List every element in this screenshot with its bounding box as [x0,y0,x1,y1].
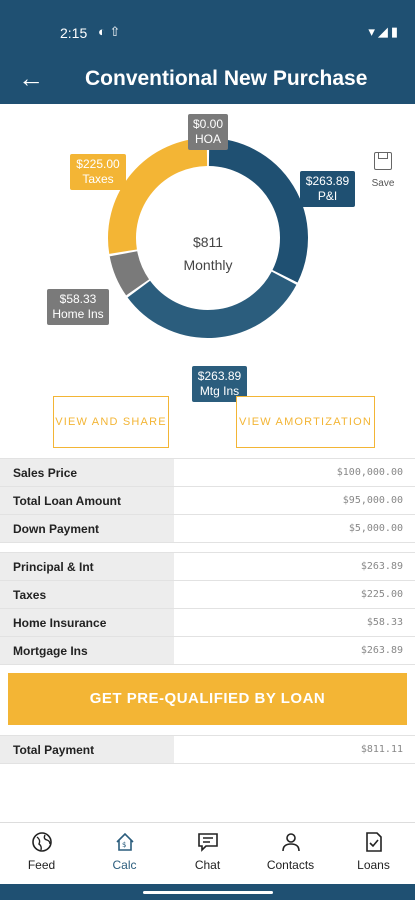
bottom-nav: Feed $ Calc Chat Contacts Loans [0,822,415,884]
nav-label: Chat [194,858,221,872]
row-value: $95,000.00 [342,495,403,506]
taxes-tag: $225.00 Taxes [70,154,126,190]
loan-summary-table: Sales Price $100,000.00 Total Loan Amoun… [0,458,415,543]
donut-slice-taxes[interactable] [108,138,208,254]
nav-contacts[interactable]: Contacts [249,823,332,885]
svg-text:$: $ [122,841,126,849]
table-row: Principal & Int $263.89 [0,553,415,581]
chart-center-label: Monthly [183,257,233,273]
pi-tag: $263.89 P&I [300,171,355,207]
row-label: Total Loan Amount [0,487,174,514]
payment-breakdown-table: Principal & Int $263.89 Taxes $225.00 Ho… [0,552,415,665]
status-time: 2:15 [60,25,88,41]
home-ins-tag: $58.33 Home Ins [47,289,109,325]
payment-breakdown-chart: $811 Monthly $0.00 HOA $263.89 P&I $225.… [0,104,415,456]
taxes-tag-name: Taxes [82,172,114,186]
donut-chart [108,138,308,338]
save-icon [374,152,392,170]
status-system-icons: ▾◢▮ [368,24,401,39]
chart-center-value: $811 [192,234,224,250]
nav-calc[interactable]: $ Calc [83,823,166,885]
total-payment-table: Total Payment $811.11 [0,735,415,764]
row-value: $811.11 [360,744,403,755]
nav-loans[interactable]: Loans [332,823,415,885]
nav-label: Loans [357,858,390,872]
row-label: Down Payment [0,515,174,542]
table-row: Down Payment $5,000.00 [0,515,415,543]
save-button[interactable]: Save [367,152,399,191]
mtg-ins-tag-value: $263.89 [197,369,242,383]
donut-slice-mtg-ins[interactable] [127,271,297,338]
table-row: Total Payment $811.11 [0,736,415,764]
save-label: Save [371,178,395,189]
get-pre-qualified-button[interactable]: GET PRE-QUALIFIED BY LOAN [8,673,407,725]
taxes-tag-value: $225.00 [76,157,120,171]
table-row: Total Loan Amount $95,000.00 [0,487,415,515]
row-label: Principal & Int [0,553,174,580]
table-row: Mortgage Ins $263.89 [0,637,415,665]
nav-label: Calc [112,858,137,872]
table-row: Taxes $225.00 [0,581,415,609]
arrow-left-icon: ← [18,63,44,93]
nav-chat[interactable]: Chat [166,823,249,885]
table-row: Home Insurance $58.33 [0,609,415,637]
chat-icon [197,833,218,852]
row-value: $225.00 [360,589,403,600]
hoa-tag-value: $0.00 [192,117,224,131]
row-value: $263.89 [360,561,403,572]
hoa-tag: $0.00 HOA [188,114,228,150]
row-label: Total Payment [0,736,174,763]
back-button[interactable]: ← [18,62,48,94]
row-value: $5,000.00 [348,523,403,534]
nav-label: Contacts [266,858,315,872]
page-title: Conventional New Purchase [85,67,368,90]
table-row: Sales Price $100,000.00 [0,459,415,487]
home-gesture-handle[interactable] [143,891,273,894]
document-check-icon [365,832,382,852]
donut-slice-p-i[interactable] [208,138,308,283]
home-ins-tag-value: $58.33 [59,292,97,306]
row-value: $100,000.00 [336,467,403,478]
status-notification-icons: ◐ ⇧ [98,24,121,39]
status-bar: 2:15 ◐ ⇧ ▾◢▮ [0,0,415,56]
row-value: $58.33 [366,617,403,628]
home-ins-tag-name: Home Ins [52,307,104,321]
contacts-icon [281,833,300,852]
row-value: $263.89 [360,645,403,656]
row-label: Home Insurance [0,609,174,636]
view-and-share-button[interactable]: VIEW AND SHARE [53,396,169,448]
donut-slice-home-ins[interactable] [109,250,150,296]
nav-label: Feed [27,858,56,872]
pi-tag-value: $263.89 [305,174,350,188]
nav-feed[interactable]: Feed [0,823,83,885]
house-icon: $ [115,832,134,851]
row-label: Taxes [0,581,174,608]
row-label: Sales Price [0,459,174,486]
view-amortization-button[interactable]: VIEW AMORTIZATION [236,396,375,448]
globe-icon [31,832,52,852]
mtg-ins-tag-name: Mtg Ins [199,384,240,398]
system-navigation-bar [0,884,415,900]
row-label: Mortgage Ins [0,637,174,664]
hoa-tag-name: HOA [194,132,221,146]
app-bar: ← Conventional New Purchase [0,56,415,104]
pi-tag-name: P&I [317,189,338,203]
mtg-ins-tag: $263.89 Mtg Ins [192,366,247,402]
